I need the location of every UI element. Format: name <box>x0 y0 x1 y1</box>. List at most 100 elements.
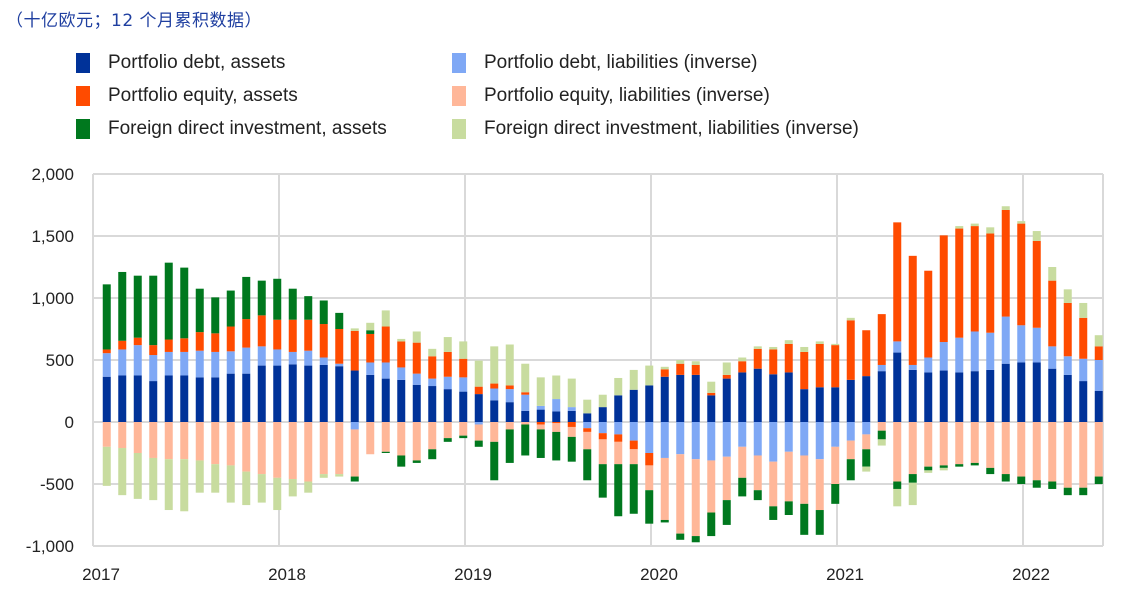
bar-segment-foreign-direct-investment-liabilities-inverse <box>924 470 933 473</box>
legend-label: Portfolio debt, liabilities (inverse) <box>484 52 758 73</box>
bar-segment-portfolio-equity-assets <box>629 440 638 450</box>
legend-swatch <box>452 86 466 106</box>
bar-segment-portfolio-debt-liabilities-inverse <box>815 422 824 460</box>
y-tick-label: -500 <box>40 475 74 494</box>
bar-segment-portfolio-debt-assets <box>552 411 561 422</box>
bar-segment-portfolio-equity-liabilities-inverse <box>428 422 437 450</box>
bar-segment-portfolio-debt-liabilities-inverse <box>1094 360 1103 391</box>
bar-segment-foreign-direct-investment-liabilities-inverse <box>908 482 917 506</box>
bar-segment-portfolio-equity-liabilities-inverse <box>1094 422 1103 477</box>
bar-segment-portfolio-equity-assets <box>784 343 793 373</box>
bar-segment-foreign-direct-investment-liabilities-inverse <box>195 460 204 493</box>
bar-segment-portfolio-equity-liabilities-inverse <box>288 422 297 480</box>
bar-segment-portfolio-debt-liabilities-inverse <box>226 351 235 374</box>
bar-segment-portfolio-debt-assets <box>102 376 111 422</box>
bar-segment-portfolio-equity-assets <box>862 330 871 377</box>
bar-segment-portfolio-debt-liabilities-inverse <box>366 362 375 375</box>
bar-segment-portfolio-equity-liabilities-inverse <box>195 422 204 461</box>
bar-segment-portfolio-debt-assets <box>118 375 127 422</box>
bar-segment-portfolio-equity-liabilities-inverse <box>335 422 344 475</box>
bar-segment-foreign-direct-investment-liabilities-inverse <box>567 378 576 408</box>
legend-swatch <box>76 119 90 139</box>
bar-segment-foreign-direct-investment-assets <box>893 481 902 489</box>
bar-segment-foreign-direct-investment-assets <box>350 476 359 482</box>
bar-segment-foreign-direct-investment-assets <box>738 477 747 497</box>
bar-segment-foreign-direct-investment-liabilities-inverse <box>304 481 313 493</box>
bar-segment-portfolio-debt-assets <box>769 374 778 422</box>
bar-segment-portfolio-debt-liabilities-inverse <box>1001 316 1010 364</box>
legend-label: Portfolio equity, liabilities (inverse) <box>484 85 770 106</box>
bar-segment-portfolio-debt-liabilities-inverse <box>118 349 127 376</box>
bar-segment-foreign-direct-investment-assets <box>955 464 964 467</box>
bar-segment-foreign-direct-investment-assets <box>831 484 840 504</box>
bar-segment-foreign-direct-investment-assets <box>304 296 313 320</box>
bar-segment-portfolio-equity-liabilities-inverse <box>1017 422 1026 477</box>
bar-segment-portfolio-equity-assets <box>164 339 173 352</box>
bar-segment-foreign-direct-investment-liabilities-inverse <box>490 346 499 384</box>
bar-segment-portfolio-debt-assets <box>924 372 933 422</box>
bar-segment-portfolio-equity-assets <box>149 345 158 356</box>
bar-segment-portfolio-debt-assets <box>645 385 654 422</box>
bar-segment-portfolio-equity-assets <box>893 222 902 342</box>
bar-segment-portfolio-debt-assets <box>1079 381 1088 422</box>
bar-segment-portfolio-debt-liabilities-inverse <box>738 422 747 447</box>
bar-segment-foreign-direct-investment-assets <box>536 429 545 458</box>
bar-segment-foreign-direct-investment-assets <box>459 435 468 439</box>
bar-segment-portfolio-debt-assets <box>381 378 390 422</box>
bar-segment-portfolio-equity-assets <box>676 363 685 375</box>
bar-segment-portfolio-equity-assets <box>257 315 266 347</box>
bar-segment-foreign-direct-investment-liabilities-inverse <box>102 446 111 486</box>
bar-segment-foreign-direct-investment-assets <box>908 474 917 483</box>
bar-segment-portfolio-equity-liabilities-inverse <box>164 422 173 460</box>
bar-segment-portfolio-equity-liabilities-inverse <box>226 422 235 466</box>
bar-segment-portfolio-debt-liabilities-inverse <box>211 351 220 378</box>
bar-segment-portfolio-debt-assets <box>583 413 592 422</box>
bar-segment-portfolio-equity-liabilities-inverse <box>815 459 824 511</box>
bar-segment-foreign-direct-investment-liabilities-inverse <box>1001 206 1010 210</box>
bar-segment-foreign-direct-investment-assets <box>862 449 871 467</box>
bar-segment-foreign-direct-investment-liabilities-inverse <box>893 488 902 507</box>
bar-segment-portfolio-debt-assets <box>660 376 669 422</box>
bar-segment-portfolio-equity-liabilities-inverse <box>831 446 840 484</box>
bar-segment-foreign-direct-investment-assets <box>319 300 328 325</box>
bar-segment-foreign-direct-investment-liabilities-inverse <box>443 337 452 352</box>
x-tick-label: 2018 <box>268 565 306 584</box>
bar-segment-portfolio-debt-assets <box>1017 362 1026 422</box>
bar-segment-portfolio-equity-assets <box>1094 346 1103 360</box>
bar-segment-portfolio-debt-liabilities-inverse <box>970 331 979 372</box>
bar-segment-foreign-direct-investment-assets <box>598 464 607 498</box>
bar-segment-portfolio-debt-liabilities-inverse <box>443 376 452 390</box>
bar-segment-portfolio-equity-assets <box>459 358 468 378</box>
bar-segment-portfolio-debt-assets <box>846 379 855 422</box>
bar-segment-foreign-direct-investment-liabilities-inverse <box>428 348 437 357</box>
bar-segment-foreign-direct-investment-liabilities-inverse <box>846 317 855 321</box>
bar-segment-foreign-direct-investment-assets <box>986 467 995 475</box>
legend-label: Foreign direct investment, liabilities (… <box>484 118 859 139</box>
bar-segment-foreign-direct-investment-liabilities-inverse <box>149 457 158 501</box>
bar-segment-portfolio-equity-assets <box>273 319 282 350</box>
bar-segment-portfolio-debt-liabilities-inverse <box>319 357 328 365</box>
bar-segment-portfolio-equity-liabilities-inverse <box>381 422 390 452</box>
chart-subtitle: （十亿欧元；12 个月累积数据） <box>6 11 263 31</box>
bar-segment-portfolio-debt-assets <box>567 410 576 422</box>
bar-segment-foreign-direct-investment-assets <box>211 297 220 334</box>
bar-segment-foreign-direct-investment-liabilities-inverse <box>242 471 251 506</box>
bar-segment-portfolio-debt-liabilities-inverse <box>102 353 111 377</box>
bar-segment-portfolio-debt-liabilities-inverse <box>877 364 886 372</box>
bar-segment-portfolio-debt-liabilities-inverse <box>350 422 359 430</box>
legend-label: Portfolio equity, assets <box>108 85 298 106</box>
bar-segment-portfolio-equity-liabilities-inverse <box>691 459 700 537</box>
bar-segment-portfolio-debt-liabilities-inverse <box>490 388 499 401</box>
bar-segment-portfolio-equity-assets <box>304 319 313 351</box>
bar-segment-portfolio-debt-assets <box>397 379 406 422</box>
bar-segment-portfolio-equity-liabilities-inverse <box>412 422 421 461</box>
bar-segment-portfolio-equity-assets <box>381 326 390 363</box>
bar-segment-foreign-direct-investment-assets <box>164 262 173 340</box>
bar-segment-portfolio-equity-liabilities-inverse <box>536 424 545 430</box>
bar-segment-portfolio-equity-assets <box>350 330 359 371</box>
bar-segment-portfolio-debt-liabilities-inverse <box>629 422 638 441</box>
bar-segment-portfolio-debt-liabilities-inverse <box>1063 356 1072 375</box>
bar-segment-portfolio-equity-assets <box>614 434 623 442</box>
legend-swatch <box>452 53 466 73</box>
bar-segment-portfolio-debt-assets <box>350 370 359 422</box>
